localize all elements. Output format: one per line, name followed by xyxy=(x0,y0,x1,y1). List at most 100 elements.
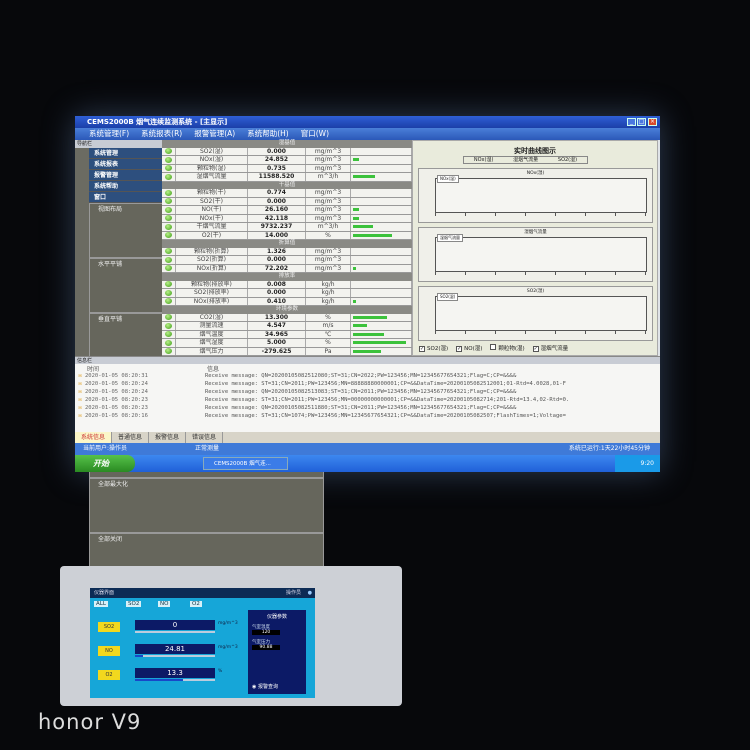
log-tab[interactable]: 报警信息 xyxy=(149,432,187,443)
x-tick-mark xyxy=(555,213,556,216)
log-time: 2020-01-05 08:20:24 xyxy=(85,389,148,395)
channel-label[interactable]: O2 xyxy=(98,670,120,680)
param-value: 90.88 xyxy=(252,645,280,650)
message-log: 信息栏 时间 信息 ✉ 2020-01-05 08:20:31 Receive mes… xyxy=(75,356,660,432)
nav-item[interactable]: 窗口 xyxy=(89,192,162,203)
plot-area xyxy=(435,296,647,331)
table-row: SO2(折算) 0.000 mg/m^3 xyxy=(162,256,412,265)
row-label: 测量流速 xyxy=(176,322,248,330)
x-tick-mark xyxy=(645,272,646,275)
channel-bar-fill xyxy=(135,679,183,681)
device-tab[interactable]: SO2 xyxy=(126,601,142,607)
log-tab[interactable]: 错误信息 xyxy=(186,432,224,443)
checkbox-label: 湿烟气流量 xyxy=(540,346,569,352)
nav-item[interactable]: 系统帮助 xyxy=(89,181,162,192)
series-checkbox[interactable]: ✓ SO2(湿) xyxy=(419,344,448,352)
log-tab[interactable]: 系统信息 xyxy=(75,432,113,443)
status-cell xyxy=(162,156,176,164)
channel-label[interactable]: NO xyxy=(98,646,120,656)
level-cell xyxy=(351,347,412,355)
row-unit: mg/m^3 xyxy=(306,197,351,205)
measure-state: 正常测量 xyxy=(195,445,220,452)
row-value: 14.000 xyxy=(248,231,306,239)
status-ok-icon xyxy=(165,265,172,272)
level-cell xyxy=(351,164,412,172)
x-tick-mark xyxy=(435,213,436,216)
log-tab[interactable]: 普通信息 xyxy=(112,432,150,443)
row-unit: mg/m^3 xyxy=(306,264,351,272)
table-row: 烟气湿度 5.000% xyxy=(162,339,412,348)
row-label: O2(干) xyxy=(176,231,248,239)
checkbox-box[interactable] xyxy=(490,344,497,350)
monitor-screen: CEMS2000B 烟气连续监测系统 - [主显示] _ □ × 系统管理(F)… xyxy=(75,116,660,588)
realtime-chart-panel: 实时曲线图示 NOx(湿) 湿烟气流量 SO2(湿) ✓ SO2(湿) ✓ NO(湿)… xyxy=(412,140,658,356)
row-unit: m^3/h xyxy=(306,223,351,231)
level-bar xyxy=(353,299,356,303)
status-ok-icon xyxy=(165,189,172,196)
status-cell xyxy=(162,264,176,272)
menu-item[interactable]: 系统报表(R) xyxy=(141,129,183,138)
table-row: SO2(干) 0.000 mg/m^3 xyxy=(162,197,412,206)
series-checkbox[interactable]: 颗粒物(湿) xyxy=(490,344,525,352)
x-tick-mark xyxy=(615,272,616,275)
x-tick-mark xyxy=(465,213,466,216)
alarm-query-button[interactable]: ◉ 报警查询 xyxy=(252,684,278,690)
maximize-button[interactable]: □ xyxy=(637,118,646,126)
message-icon: ✉ xyxy=(78,373,82,379)
level-cell xyxy=(351,231,412,239)
row-unit: mg/m^3 xyxy=(306,164,351,172)
row-label: 干烟气流量 xyxy=(176,223,248,231)
nav-item[interactable]: 报警管理 xyxy=(89,170,162,181)
taskbar-app-item[interactable]: CEMS2000B 烟气连... xyxy=(203,457,288,470)
menu-item[interactable]: 报警管理(A) xyxy=(194,129,236,138)
menu-item[interactable]: 系统帮助(H) xyxy=(247,129,289,138)
row-unit: % xyxy=(306,339,351,347)
section-header: 湿基值 xyxy=(162,140,412,148)
level-bar xyxy=(353,315,387,319)
row-label: NOx(湿) xyxy=(176,156,248,164)
nav-subitem[interactable]: 全部最大化 xyxy=(89,478,324,533)
table-row: 颗粒物(排放率) 0.008 kg/h xyxy=(162,280,412,289)
channel-unit: mg/m^3 xyxy=(218,645,238,650)
log-time: 2020-01-05 08:20:24 xyxy=(85,381,148,387)
device-tab[interactable]: NO xyxy=(158,601,171,607)
table-row: 湿烟气流量 11588.520 m^3/h xyxy=(162,173,412,182)
nav-item[interactable]: 系统报表 xyxy=(89,159,162,170)
status-cell xyxy=(162,223,176,231)
mini-chart-title: 湿烟气流量 xyxy=(524,230,547,235)
series-checkbox[interactable]: ✓ 湿烟气流量 xyxy=(532,344,569,352)
close-button[interactable]: × xyxy=(648,118,657,126)
status-ok-icon xyxy=(165,281,172,288)
table-row: 干烟气流量 9732.237 m^3/h xyxy=(162,223,412,232)
level-cell xyxy=(351,156,412,164)
navigation-panel: 导航栏系统管理系统报表报警管理系统帮助窗口视图布局水平平铺垂直平铺窗口层叠全部最… xyxy=(75,140,324,588)
checkbox-box[interactable]: ✓ xyxy=(532,346,539,352)
row-unit: mg/m^3 xyxy=(306,206,351,214)
device-tab[interactable]: ALL xyxy=(94,601,108,607)
mini-chart-title: NOx(湿) xyxy=(526,171,545,176)
checkbox-box[interactable]: ✓ xyxy=(419,346,425,352)
row-label: 烟气湿度 xyxy=(176,339,248,347)
menu-item[interactable]: 系统管理(F) xyxy=(89,129,130,138)
status-cell xyxy=(162,214,176,222)
device-title: 仪器界面 xyxy=(94,590,115,596)
device-tab[interactable]: O2 xyxy=(190,601,202,607)
message-icon: ✉ xyxy=(78,405,82,411)
start-button[interactable]: 开始 xyxy=(75,455,135,472)
level-cell xyxy=(351,264,412,272)
minimize-button[interactable]: _ xyxy=(627,118,636,126)
channel-label[interactable]: SO2 xyxy=(98,622,120,632)
table-row: SO2(湿) 0.000 mg/m^3 xyxy=(162,147,412,156)
menu-item[interactable]: 窗口(W) xyxy=(300,129,330,138)
channel-bar-fill xyxy=(135,655,143,657)
row-unit: kg/h xyxy=(306,280,351,288)
table-row: 测量流速 4.547 m/s xyxy=(162,322,412,331)
checkbox-box[interactable]: ✓ xyxy=(456,346,463,352)
uptime: 系统已运行:1天22小时45分钟 xyxy=(568,445,650,452)
x-tick-mark xyxy=(465,272,466,275)
nav-item[interactable]: 系统管理 xyxy=(89,148,162,159)
level-cell xyxy=(351,313,412,321)
series-checkbox[interactable]: ✓ NO(湿) xyxy=(456,344,482,352)
message-icon: ✉ xyxy=(78,413,82,419)
level-cell xyxy=(351,197,412,205)
